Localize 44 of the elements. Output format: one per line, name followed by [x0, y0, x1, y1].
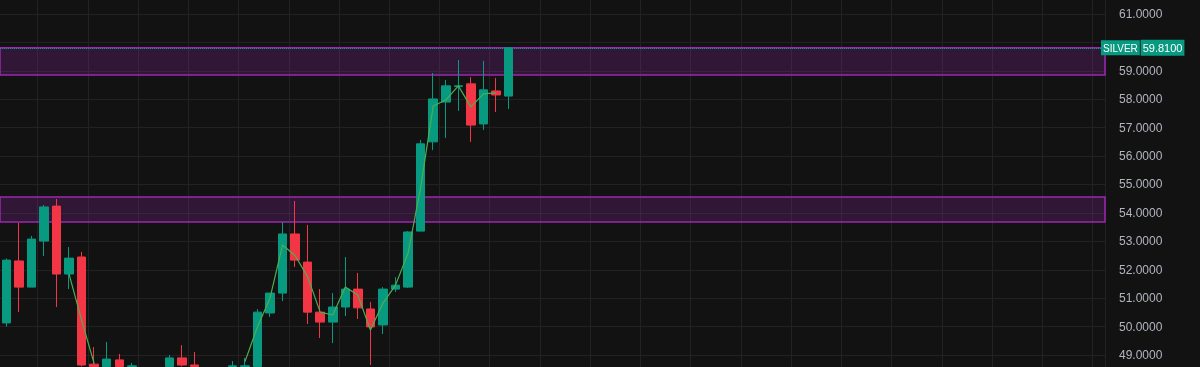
- candlestick: [441, 79, 451, 139]
- candlestick: [290, 200, 300, 268]
- y-tick-label: 53.0000: [1119, 234, 1163, 249]
- y-tick-label: 49.0000: [1119, 348, 1163, 363]
- candlestick: [466, 76, 476, 143]
- candlestick: [52, 198, 61, 308]
- y-tick-label: 50.0000: [1119, 319, 1163, 334]
- candlestick: [341, 256, 350, 317]
- y-tick-label: 61.0000: [1119, 6, 1163, 21]
- text: 59.8100: [1142, 42, 1183, 55]
- candlestick: [64, 246, 74, 290]
- candlestick: [328, 292, 338, 344]
- candlestick: [89, 346, 99, 367]
- y-tick-label: 56.0000: [1119, 149, 1163, 164]
- y-tick-label: 59.0000: [1119, 63, 1163, 78]
- candlestick: [403, 230, 413, 289]
- candlestick: [14, 222, 24, 313]
- candlestick: [303, 224, 312, 325]
- candlestick: [39, 204, 49, 257]
- y-tick-label: 52.0000: [1119, 262, 1163, 277]
- candlestick: [165, 354, 174, 367]
- y-tick-label: 51.0000: [1119, 291, 1163, 306]
- candlestick: [278, 221, 287, 302]
- y-tick-label: 55.0000: [1119, 177, 1163, 192]
- candlestick: [378, 286, 388, 335]
- candlestick: [315, 288, 325, 339]
- candlestick: [77, 251, 86, 367]
- candlestick: [253, 308, 262, 367]
- candlestick: [27, 235, 36, 288]
- candlestick: [190, 351, 199, 367]
- candlestick: [454, 59, 463, 112]
- candlestick: [115, 353, 124, 367]
- candlestick: [177, 344, 187, 367]
- ref-line-label: SILVER: [1103, 42, 1138, 54]
- y-tick-label: 58.0000: [1119, 92, 1163, 107]
- candlestick: [228, 360, 237, 367]
- candlestick: [2, 257, 11, 328]
- y-tick-label: 54.0000: [1119, 205, 1163, 220]
- candlestick: [102, 341, 111, 367]
- candlestick: [416, 139, 425, 232]
- y-tick-label: 57.0000: [1119, 120, 1163, 135]
- candlestick: [127, 362, 137, 367]
- candlestick: [240, 357, 250, 367]
- candlestick: [479, 60, 488, 131]
